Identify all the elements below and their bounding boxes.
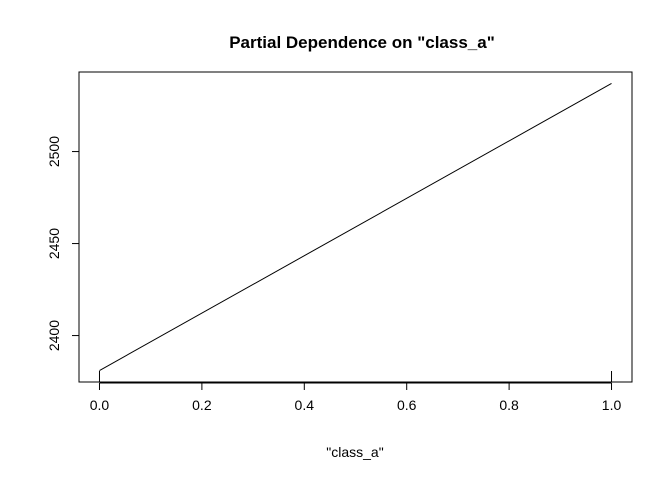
series-line (99, 83, 612, 371)
x-tick-label: 0.6 (397, 397, 417, 413)
rug-group (98, 371, 613, 382)
x-axis: 0.0 0.2 0.4 0.6 0.8 1.0 (90, 382, 622, 413)
y-tick-label: 2450 (46, 228, 62, 259)
y-tick-label: 2500 (46, 136, 62, 167)
x-tick-label: 0.2 (192, 397, 212, 413)
x-tick-label: 0.4 (295, 397, 315, 413)
x-tick-label: 0.8 (499, 397, 519, 413)
y-tick-label: 2400 (46, 320, 62, 351)
x-tick-label: 0.0 (90, 397, 110, 413)
series-group (99, 83, 612, 371)
chart-title: Partial Dependence on "class_a" (229, 33, 495, 52)
x-axis-label: "class_a" (326, 444, 383, 460)
y-axis: 2400 2450 2500 (46, 136, 80, 351)
x-tick-label: 1.0 (602, 397, 622, 413)
